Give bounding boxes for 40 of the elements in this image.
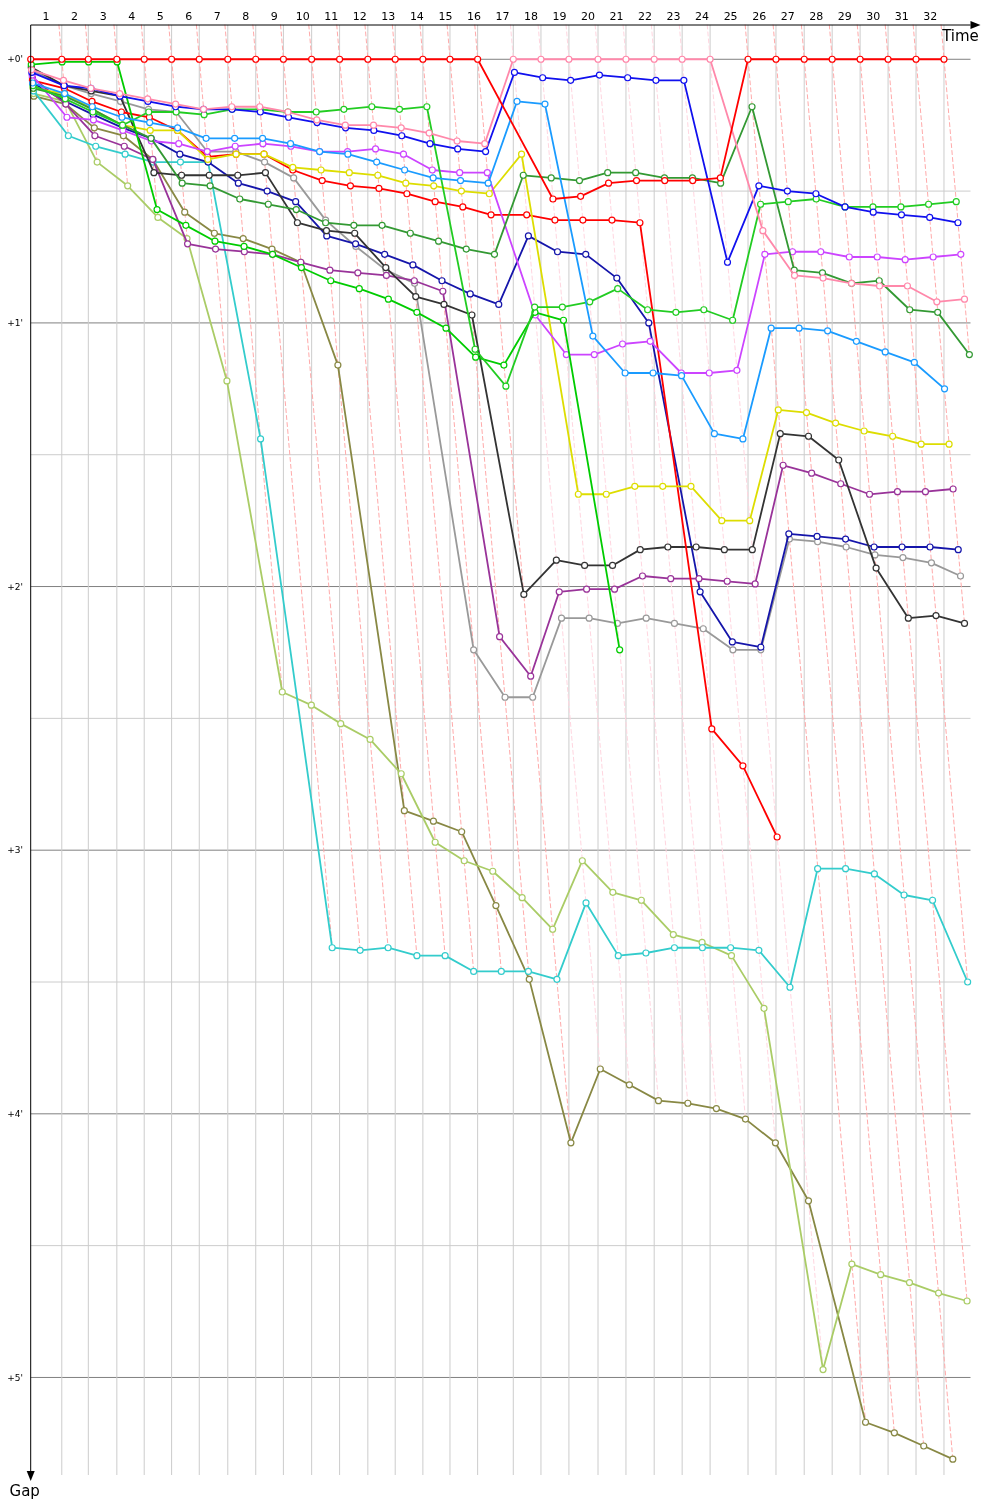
x-tick-label: 30 (866, 10, 881, 23)
x-tick-label: 12 (352, 10, 367, 23)
y-axis-title: Gap (9, 1482, 40, 1500)
x-tick-label: 31 (894, 10, 909, 23)
x-tick-label: 27 (780, 10, 795, 23)
x-tick-label: 29 (837, 10, 852, 23)
x-tick-label: 25 (723, 10, 738, 23)
x-tick-label: 5 (156, 10, 164, 23)
y-tick-label: +3' (7, 845, 23, 856)
x-tick-label: 11 (324, 10, 339, 23)
x-tick-label: 1 (42, 10, 50, 23)
y-tick-label: +4' (7, 1108, 23, 1119)
x-tick-label: 32 (923, 10, 938, 23)
x-axis-title: Time (941, 27, 979, 45)
x-tick-label: 21 (609, 10, 624, 23)
x-tick-label: 14 (409, 10, 424, 23)
x-tick-label: 18 (523, 10, 538, 23)
x-tick-label: 10 (295, 10, 310, 23)
x-tick-label: 7 (213, 10, 221, 23)
x-tick-label: 22 (638, 10, 653, 23)
y-tick-label: +2' (7, 581, 23, 592)
x-tick-label: 9 (270, 10, 278, 23)
y-tick-label: +0' (7, 54, 23, 65)
x-tick-label: 2 (71, 10, 79, 23)
y-tick-label: +1' (7, 318, 23, 329)
x-tick-label: 3 (99, 10, 107, 23)
x-tick-label: 6 (185, 10, 193, 23)
x-tick-label: 13 (381, 10, 396, 23)
x-tick-label: 24 (695, 10, 710, 23)
x-tick-label: 20 (581, 10, 596, 23)
x-tick-label: 4 (128, 10, 136, 23)
y-tick-label: +5' (7, 1372, 23, 1383)
x-tick-label: 8 (242, 10, 250, 23)
x-tick-label: 17 (495, 10, 510, 23)
x-tick-label: 26 (752, 10, 767, 23)
x-tick-label: 16 (466, 10, 481, 23)
x-tick-label: 23 (666, 10, 681, 23)
x-tick-label: 28 (809, 10, 824, 23)
x-tick-label: 19 (552, 10, 567, 23)
x-tick-label: 15 (438, 10, 453, 23)
